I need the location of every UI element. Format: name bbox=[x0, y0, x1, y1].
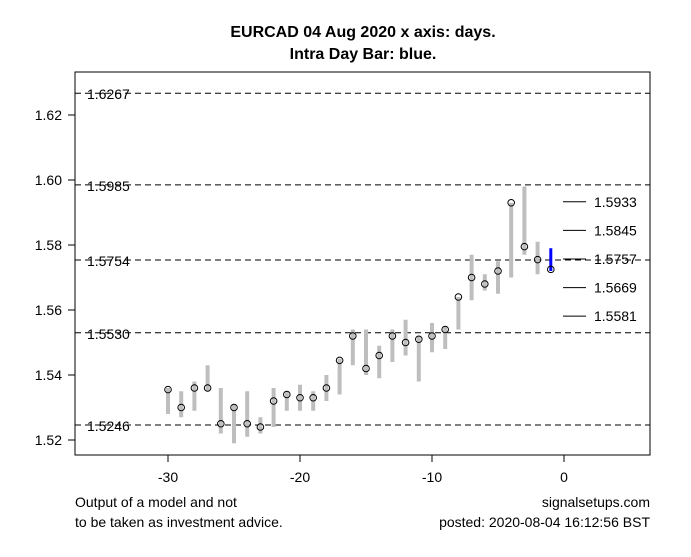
projection-label: 1.5845 bbox=[594, 222, 637, 238]
close-point bbox=[415, 335, 423, 344]
close-point bbox=[322, 384, 331, 392]
close-point bbox=[428, 332, 436, 340]
close-point bbox=[164, 385, 172, 394]
close-point bbox=[547, 265, 555, 274]
close-point bbox=[256, 423, 265, 431]
close-point bbox=[217, 419, 225, 428]
level-label: 1.5246 bbox=[87, 418, 130, 434]
close-point bbox=[494, 267, 502, 275]
level-label: 1.5985 bbox=[87, 178, 130, 194]
projection-label: 1.5669 bbox=[594, 280, 637, 296]
y-tick-label: 1.62 bbox=[35, 107, 62, 123]
close-point bbox=[190, 384, 199, 392]
x-tick-label: -10 bbox=[422, 469, 442, 485]
close-point bbox=[230, 403, 238, 412]
posted-timestamp: posted: 2020-08-04 16:12:56 BST bbox=[439, 514, 650, 530]
y-tick-label: 1.56 bbox=[35, 302, 62, 318]
level-label: 1.5530 bbox=[87, 326, 130, 342]
close-point bbox=[401, 338, 410, 347]
close-point bbox=[507, 198, 516, 207]
close-point bbox=[269, 397, 278, 405]
y-tick-label: 1.52 bbox=[35, 432, 62, 448]
close-point bbox=[441, 325, 450, 334]
projection-label: 1.5581 bbox=[594, 308, 637, 324]
close-point bbox=[375, 351, 384, 360]
x-tick-label: -20 bbox=[290, 469, 310, 485]
close-point bbox=[243, 419, 251, 428]
y-tick-label: 1.58 bbox=[35, 237, 62, 253]
close-point bbox=[388, 332, 397, 340]
x-tick-label: -30 bbox=[158, 469, 178, 485]
close-point bbox=[283, 390, 291, 399]
close-point bbox=[335, 356, 344, 365]
y-tick-label: 1.60 bbox=[35, 172, 62, 188]
close-point bbox=[533, 255, 542, 264]
close-point bbox=[177, 403, 185, 412]
y-tick-label: 1.54 bbox=[35, 367, 62, 383]
close-point bbox=[481, 280, 489, 288]
level-label: 1.6267 bbox=[87, 86, 130, 102]
chart-title-line1: EURCAD 04 Aug 2020 x axis: days. bbox=[230, 24, 495, 41]
chart-title-line2: Intra Day Bar: blue. bbox=[290, 46, 437, 63]
close-point bbox=[520, 242, 529, 251]
level-label: 1.5754 bbox=[87, 253, 130, 269]
close-point bbox=[203, 384, 212, 392]
x-tick-label: 0 bbox=[560, 469, 568, 485]
close-point bbox=[454, 293, 463, 301]
projection-label: 1.5933 bbox=[594, 194, 637, 210]
disclaimer-line2: to be taken as investment advice. bbox=[75, 514, 283, 530]
close-point bbox=[309, 393, 318, 402]
projection-label: 1.5757 bbox=[594, 251, 637, 267]
close-point bbox=[362, 364, 370, 373]
close-point bbox=[296, 393, 304, 402]
plot-frame bbox=[74, 71, 651, 456]
disclaimer-line1: Output of a model and not bbox=[75, 494, 237, 510]
site-label: signalsetups.com bbox=[542, 494, 650, 510]
close-point bbox=[349, 332, 357, 340]
close-point bbox=[467, 273, 476, 282]
